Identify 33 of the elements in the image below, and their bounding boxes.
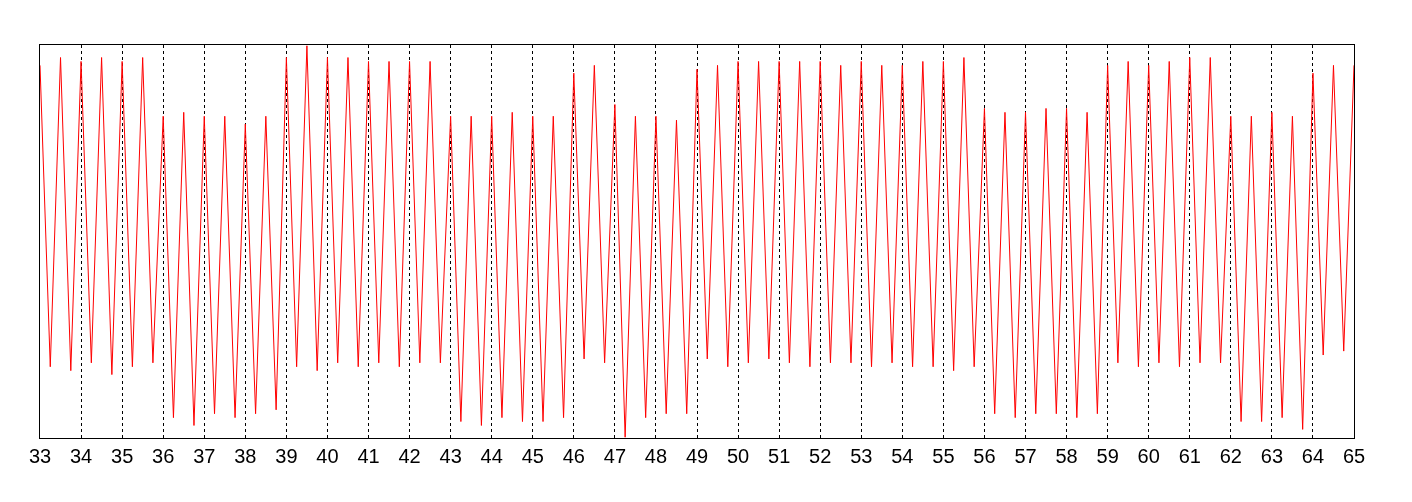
x-tick-label: 44: [480, 445, 503, 467]
x-tick-label: 51: [768, 445, 791, 467]
x-tick-label: 56: [973, 445, 996, 467]
x-tick-label: 43: [439, 445, 462, 467]
x-tick-label: 61: [1178, 445, 1201, 467]
x-tick-label: 42: [398, 445, 421, 467]
x-tick-label: 53: [850, 445, 873, 467]
x-tick-label: 64: [1301, 445, 1325, 467]
x-tick-label: 33: [28, 445, 52, 467]
x-tick-label: 65: [1342, 445, 1366, 467]
x-tick-label: 59: [1096, 445, 1119, 467]
x-tick-label: 46: [562, 445, 585, 467]
x-tick-label: 39: [275, 445, 298, 467]
x-tick-label: 62: [1219, 445, 1242, 467]
x-tick-label: 45: [521, 445, 544, 467]
x-tick-label: 58: [1055, 445, 1078, 467]
x-tick-label: 60: [1137, 445, 1160, 467]
x-tick-label: 34: [69, 445, 93, 467]
x-tick-label: 55: [932, 445, 955, 467]
x-tick-label: 49: [685, 445, 709, 467]
x-tick-label: 54: [891, 445, 914, 467]
x-tick-label: 40: [316, 445, 339, 467]
x-tick-label: 38: [234, 445, 257, 467]
x-tick-label: 41: [357, 445, 380, 467]
x-tick-label: 50: [726, 445, 750, 467]
x-tick-label: 36: [152, 445, 175, 467]
x-tick-label: 47: [603, 445, 627, 467]
x-tick-label: 48: [644, 445, 668, 467]
x-tick-label: 35: [111, 445, 134, 467]
x-tick-label: 37: [193, 445, 216, 467]
x-tick-label: 52: [809, 445, 832, 467]
x-tick-label: 57: [1014, 445, 1037, 467]
x-tick-label: 63: [1260, 445, 1284, 467]
